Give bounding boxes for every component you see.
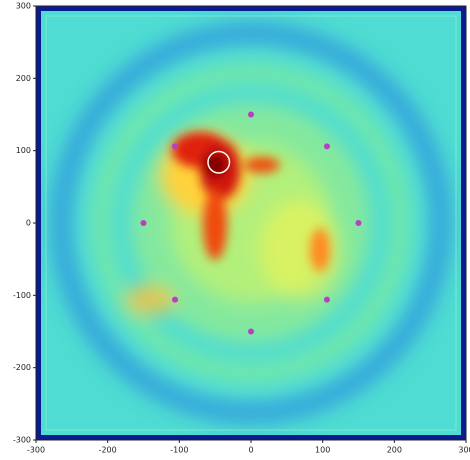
microphone-point bbox=[248, 111, 254, 118]
y-tick-label: 0 bbox=[26, 219, 31, 228]
x-tick-label: 200 bbox=[387, 446, 402, 455]
microphone-point bbox=[248, 328, 254, 335]
y-tick-label: -200 bbox=[13, 363, 31, 372]
y-tick-label: 300 bbox=[16, 2, 31, 11]
x-tick-label: -300 bbox=[27, 446, 45, 455]
microphone-point bbox=[323, 296, 330, 303]
microphone-point bbox=[323, 143, 330, 150]
microphone-point bbox=[172, 143, 179, 150]
x-tick-label: 0 bbox=[248, 446, 253, 455]
y-tick-label: 100 bbox=[16, 146, 31, 155]
microphone-point bbox=[355, 220, 362, 226]
microphone-point bbox=[172, 296, 179, 303]
microphone-point bbox=[140, 220, 147, 226]
source-estimate bbox=[207, 150, 231, 174]
x-tick-label: 100 bbox=[315, 446, 330, 455]
y-tick-label: -300 bbox=[13, 436, 31, 445]
y-tick-label: -100 bbox=[13, 291, 31, 300]
x-tick-label: -100 bbox=[170, 446, 188, 455]
heatmap bbox=[36, 6, 466, 440]
y-tick-label: 200 bbox=[16, 74, 31, 83]
x-tick-label: 300 bbox=[458, 446, 470, 455]
x-tick-label: -200 bbox=[99, 446, 117, 455]
